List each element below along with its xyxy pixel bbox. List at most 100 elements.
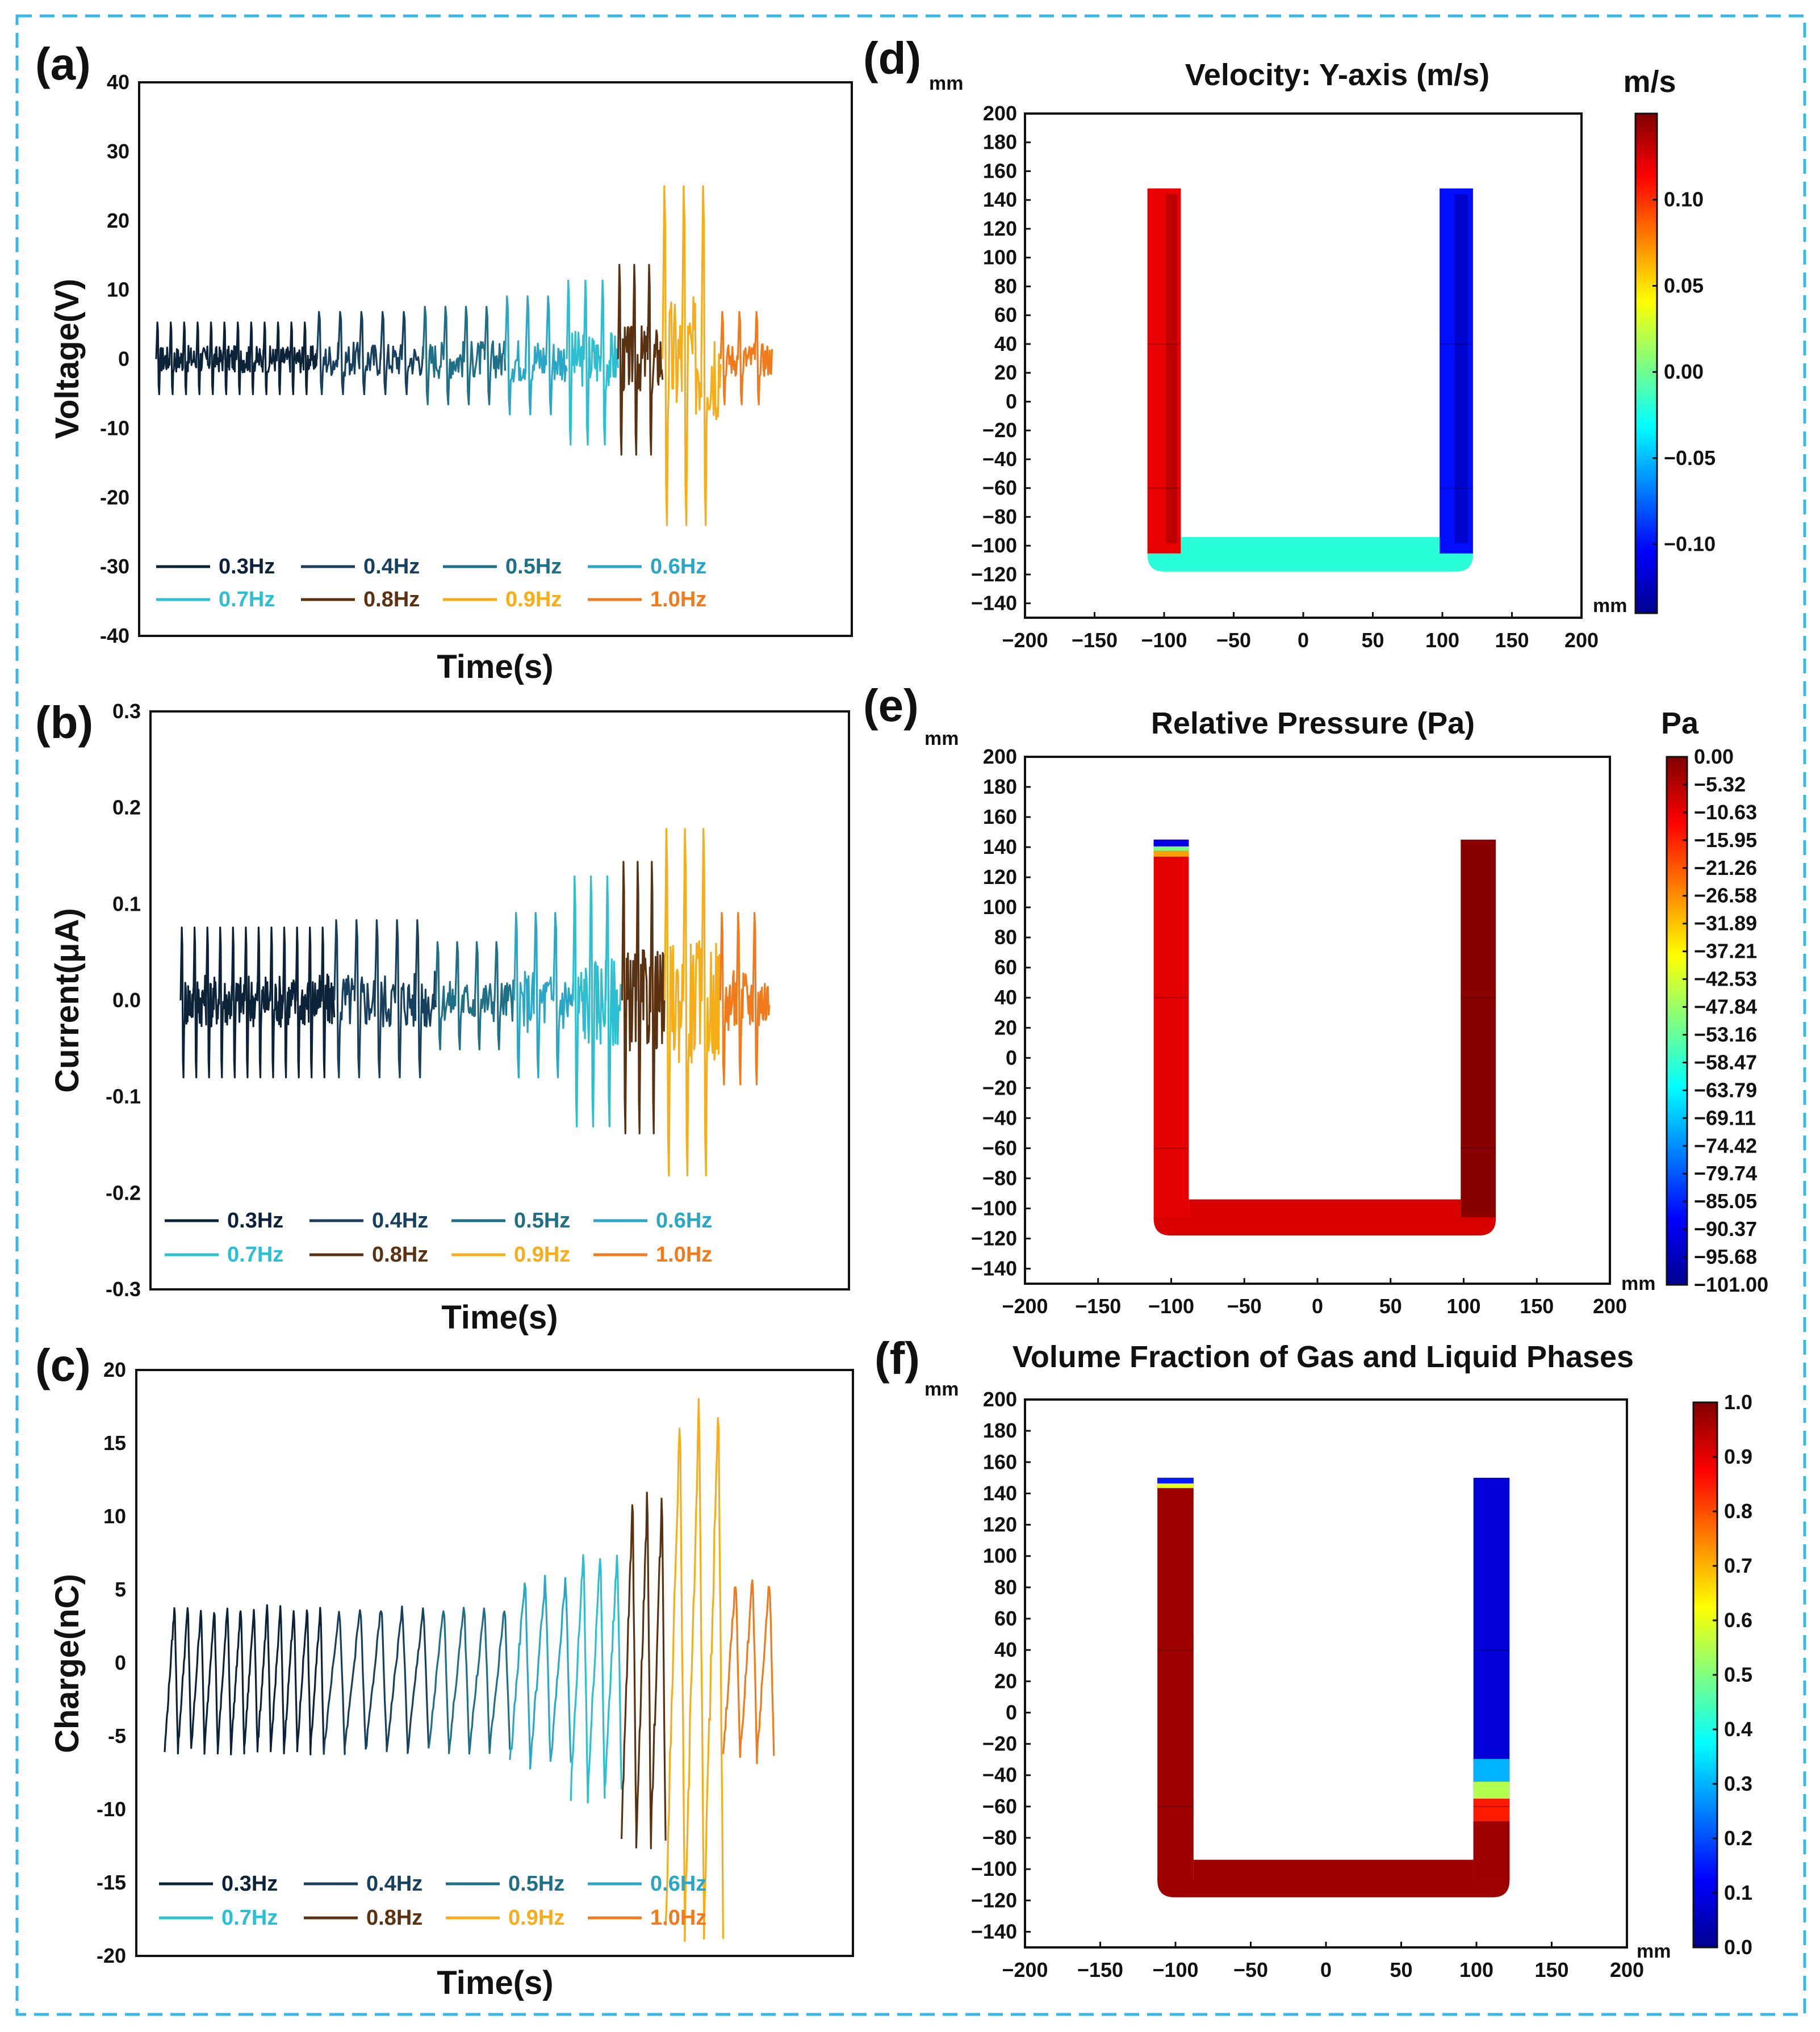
y-axis-ticks: 40 30 20 10 0 -10 -20 -30 -40 xyxy=(100,70,129,647)
y-tick-label: 40 xyxy=(107,70,129,94)
colorbar-tick-label: 0.4 xyxy=(1724,1717,1752,1741)
series-lines xyxy=(155,185,773,526)
legend-label: 0.9Hz xyxy=(505,588,562,611)
series-line-0.9Hz xyxy=(664,1398,724,1942)
y-unit-label: mm xyxy=(924,1379,959,1400)
colorbar-tick-label: −47.84 xyxy=(1694,995,1757,1019)
y-tick-label: -20 xyxy=(100,485,129,509)
y-tick-label: −60 xyxy=(982,1795,1017,1818)
y-tick-label: 20 xyxy=(107,209,129,232)
y-tick-label: 100 xyxy=(983,1544,1017,1568)
series-line-0.4Hz xyxy=(323,1605,430,1756)
colorbar-gradient xyxy=(1634,112,1658,614)
y-tick-label: 200 xyxy=(983,745,1017,768)
x-tick-label: −50 xyxy=(1216,629,1251,652)
y-tick-label: 60 xyxy=(994,1607,1017,1630)
colorbar-gradient xyxy=(1666,756,1688,1286)
y-tick-label: 140 xyxy=(983,188,1017,211)
y-tick-label: 120 xyxy=(983,865,1017,889)
panel-label-c: (c) xyxy=(35,1340,91,1390)
y-tick-label: -0.3 xyxy=(106,1277,141,1301)
y-axis-ticks: 20 15 10 5 0 -5 -10 -15 -20 xyxy=(97,1358,126,1967)
x-tick-label: −50 xyxy=(1227,1294,1262,1318)
colorbar-tick-label: 0.7 xyxy=(1724,1554,1752,1577)
legend-item: 0.9Hz xyxy=(446,1906,564,1930)
x-unit-label: mm xyxy=(1621,1273,1655,1294)
x-tick-label: 50 xyxy=(1390,1958,1412,1981)
series-line-0.9Hz xyxy=(662,185,722,526)
legend-label: 0.6Hz xyxy=(656,1209,712,1233)
colorbar-tick-label: 0.3 xyxy=(1724,1772,1752,1795)
tube-left-leg xyxy=(1157,1477,1194,1880)
tube-left-leg xyxy=(1153,839,1189,1219)
colorbar-tick-label: −63.79 xyxy=(1694,1078,1757,1101)
figure-border xyxy=(15,14,1806,2016)
legend-item: 0.7Hz xyxy=(156,588,275,611)
y-tick-label: 200 xyxy=(983,1388,1017,1411)
y-tick-label: 0.2 xyxy=(112,796,141,819)
legend-item: 0.7Hz xyxy=(159,1906,278,1930)
colorbar-tick-label: 0.9 xyxy=(1724,1445,1752,1468)
legend-label: 0.4Hz xyxy=(366,1872,422,1896)
legend-label: 0.7Hz xyxy=(219,588,275,611)
y-tick-label: 10 xyxy=(107,278,129,301)
series-line-0.8Hz xyxy=(617,263,664,456)
y-tick-label: 10 xyxy=(103,1505,126,1528)
y-tick-label: −20 xyxy=(982,418,1017,442)
legend-label: 0.4Hz xyxy=(372,1209,428,1233)
y-tick-label: 80 xyxy=(994,925,1017,949)
y-tick-label: −80 xyxy=(982,1826,1017,1849)
colorbar-tick-label: −15.95 xyxy=(1694,828,1757,852)
y-tick-label: −20 xyxy=(982,1732,1017,1756)
legend-label: 1.0Hz xyxy=(650,1906,706,1930)
volume-fraction-map: (f) mm Volume Fraction of Gas and Liquid… xyxy=(875,1333,1752,1981)
series-line-0.9Hz xyxy=(663,828,721,1177)
colorbar-tick-label: 0.00 xyxy=(1664,360,1704,383)
y-axis-label: Charge(nC) xyxy=(49,1574,86,1753)
series-line-0.8Hz xyxy=(621,1491,667,1850)
colorbar-tick-label: −26.58 xyxy=(1694,884,1757,907)
series-line-0.5Hz xyxy=(422,305,507,405)
flow-core-left xyxy=(1165,194,1178,543)
series-line-0.5Hz xyxy=(428,1607,511,1755)
pressure-top-band xyxy=(1153,846,1189,851)
y-tick-label: 140 xyxy=(983,835,1017,858)
series-line-0.8Hz xyxy=(621,861,666,1135)
map-title: Volume Fraction of Gas and Liquid Phases xyxy=(1012,1340,1634,1374)
y-tick-label: 200 xyxy=(983,102,1017,125)
y-tick-label: -40 xyxy=(100,624,129,647)
y-tick-label: −40 xyxy=(982,1106,1017,1129)
x-tick-label: 0 xyxy=(1312,1294,1323,1318)
y-tick-label: -10 xyxy=(97,1798,126,1821)
colorbar-tick-label: 0.10 xyxy=(1664,188,1704,211)
y-tick-label: 180 xyxy=(983,775,1017,798)
series-lines xyxy=(179,828,771,1177)
gas-cap-left xyxy=(1157,1477,1194,1484)
y-tick-label: −60 xyxy=(982,1136,1017,1159)
legend-label: 0.3Hz xyxy=(227,1209,283,1233)
series-line-0.4Hz xyxy=(333,919,437,1079)
legend-item: 1.0Hz xyxy=(588,588,706,611)
legend-item: 0.9Hz xyxy=(451,1243,570,1267)
series-line-0.7Hz xyxy=(566,279,619,446)
legend-item: 0.6Hz xyxy=(588,1872,706,1896)
y-tick-label: 40 xyxy=(994,332,1017,355)
x-tick-label: 0 xyxy=(1298,629,1309,652)
series-line-0.3Hz xyxy=(164,1604,325,1756)
y-tick-label: 160 xyxy=(983,1450,1017,1473)
u-tube xyxy=(1147,188,1473,572)
legend-label: 0.7Hz xyxy=(227,1243,283,1267)
legend-item: 0.4Hz xyxy=(301,555,420,579)
series-line-1.0Hz xyxy=(719,311,773,405)
y-tick-label: 0.3 xyxy=(112,699,141,723)
y-tick-label: −80 xyxy=(982,1166,1017,1189)
x-tick-label: 200 xyxy=(1564,629,1599,652)
series-line-1.0Hz xyxy=(722,1579,775,1765)
legend-label: 0.7Hz xyxy=(221,1906,278,1930)
x-tick-label: 100 xyxy=(1446,1294,1480,1318)
legend-item: 0.4Hz xyxy=(309,1209,428,1233)
y-tick-label: 60 xyxy=(994,956,1017,979)
voltage-chart: (a) 40 30 20 10 0 -10 -20 -30 -40 0.3Hz 0.4Hz 0.5H… xyxy=(35,39,853,685)
y-tick-label: 20 xyxy=(994,1016,1017,1039)
plot-frame xyxy=(135,1369,854,1957)
